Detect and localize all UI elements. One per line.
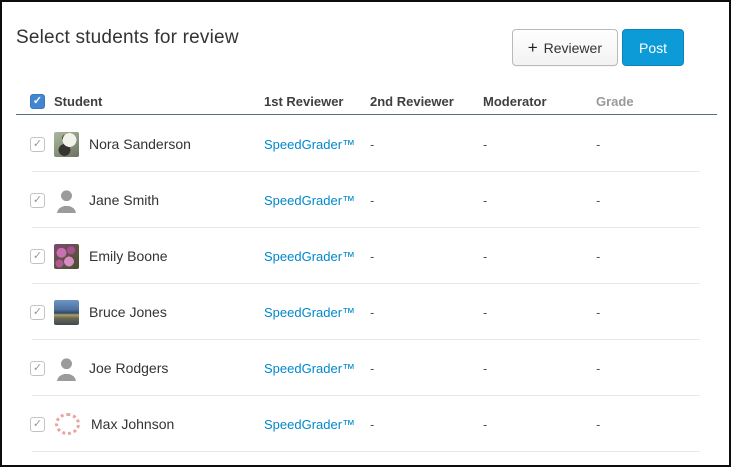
grade-value: - (596, 192, 601, 208)
grade-value: - (596, 416, 601, 432)
second-reviewer-value: - (370, 192, 375, 208)
second-reviewer-value: - (370, 416, 375, 432)
add-reviewer-label: Reviewer (543, 39, 602, 56)
student-avatar-icon (54, 131, 79, 157)
second-reviewer-value: - (370, 248, 375, 264)
student-name: Max Johnson (91, 416, 175, 432)
student-table-body: Nora Sanderson SpeedGrader™ - - - Jane S… (16, 116, 717, 452)
second-reviewer-value: - (370, 304, 375, 320)
moderator-value: - (483, 416, 488, 432)
speedgrader-link[interactable]: SpeedGrader™ (264, 304, 356, 320)
column-header-student: Student (54, 93, 103, 109)
student-name: Jane Smith (89, 192, 160, 208)
table-row: Bruce Jones SpeedGrader™ - - - (16, 284, 717, 340)
grade-value: - (596, 360, 601, 376)
grade-value: - (596, 136, 601, 152)
student-avatar-icon (54, 299, 79, 325)
row-checkbox[interactable] (30, 304, 45, 320)
speedgrader-link[interactable]: SpeedGrader™ (264, 416, 356, 432)
column-header-2nd-reviewer: 2nd Reviewer (370, 93, 454, 109)
moderator-value: - (483, 360, 488, 376)
student-name: Emily Boone (89, 248, 168, 264)
plus-icon: + (527, 38, 538, 57)
table-header-row: Student 1st Reviewer 2nd Reviewer Modera… (16, 88, 717, 115)
moderator-value: - (483, 248, 488, 264)
student-name: Bruce Jones (89, 304, 167, 320)
speedgrader-link[interactable]: SpeedGrader™ (264, 248, 356, 264)
row-checkbox[interactable] (30, 248, 45, 264)
student-name: Nora Sanderson (89, 136, 191, 152)
row-checkbox[interactable] (30, 360, 45, 376)
student-avatar-icon (54, 355, 79, 381)
column-header-grade: Grade (596, 93, 634, 109)
second-reviewer-value: - (370, 360, 375, 376)
post-button[interactable]: Post (621, 29, 684, 66)
row-checkbox[interactable] (30, 192, 45, 208)
speedgrader-link[interactable]: SpeedGrader™ (264, 360, 356, 376)
speedgrader-link[interactable]: SpeedGrader™ (264, 136, 356, 152)
add-reviewer-button[interactable]: + Reviewer (511, 29, 618, 66)
moderator-value: - (483, 192, 488, 208)
student-avatar-icon (54, 187, 79, 213)
table-row: Jane Smith SpeedGrader™ - - - (16, 172, 717, 228)
second-reviewer-value: - (370, 136, 375, 152)
row-checkbox[interactable] (30, 136, 45, 152)
toolbar: + Reviewer Post (511, 29, 684, 66)
column-header-moderator: Moderator (483, 93, 547, 109)
row-checkbox[interactable] (30, 416, 45, 432)
column-header-1st-reviewer: 1st Reviewer (264, 93, 344, 109)
speedgrader-link[interactable]: SpeedGrader™ (264, 192, 356, 208)
table-row: Max Johnson SpeedGrader™ - - - (16, 396, 717, 452)
student-avatar-icon (55, 413, 80, 435)
student-name: Joe Rodgers (89, 360, 169, 376)
table-row: Emily Boone SpeedGrader™ - - - (16, 228, 717, 284)
page-title: Select students for review (16, 27, 239, 48)
grade-value: - (596, 304, 601, 320)
select-all-checkbox[interactable] (30, 93, 45, 109)
grade-value: - (596, 248, 601, 264)
moderator-value: - (483, 136, 488, 152)
moderator-value: - (483, 304, 488, 320)
table-row: Joe Rodgers SpeedGrader™ - - - (16, 340, 717, 396)
table-row: Nora Sanderson SpeedGrader™ - - - (16, 116, 717, 172)
student-avatar-icon (54, 243, 79, 269)
